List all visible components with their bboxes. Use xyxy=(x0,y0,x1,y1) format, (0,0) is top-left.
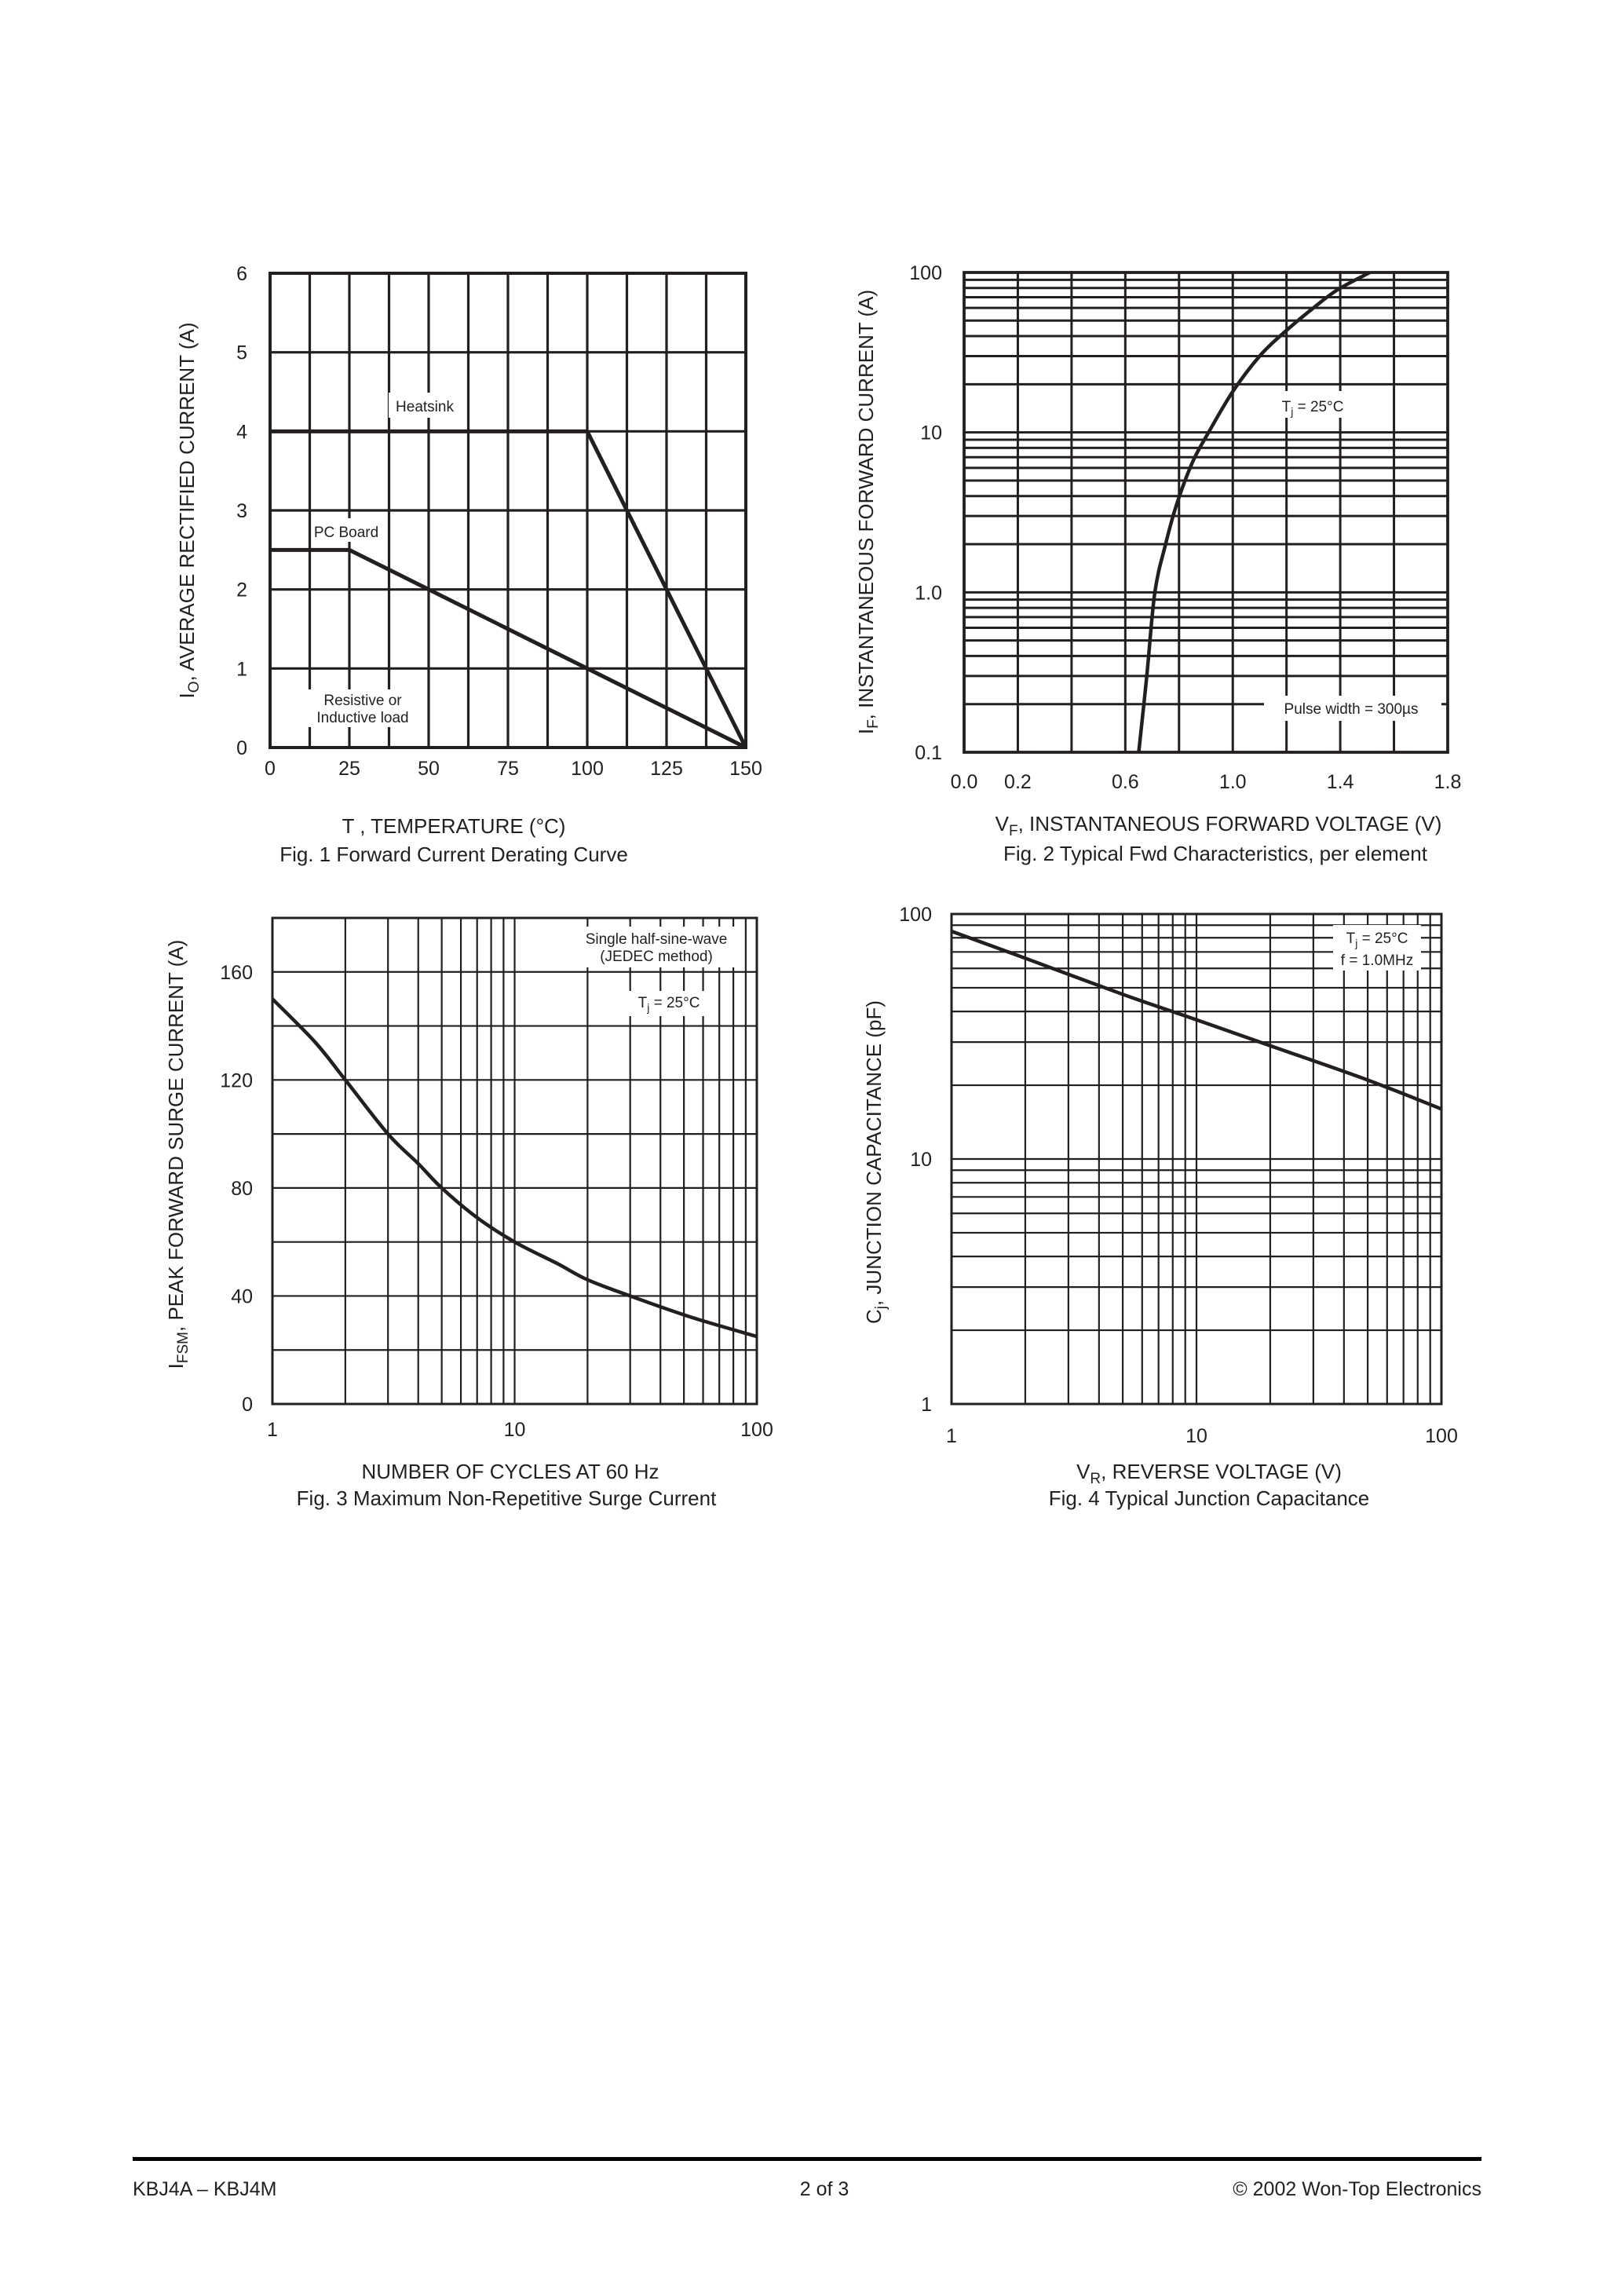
annotation-background xyxy=(389,393,461,418)
x-tick-label: 100 xyxy=(740,1419,773,1441)
y-tick-label: 6 xyxy=(236,263,247,285)
plot-frame xyxy=(271,916,758,1406)
y-tick-label: 120 xyxy=(220,1069,253,1091)
figure-caption: Fig. 4 Typical Junction Capacitance xyxy=(1049,1486,1370,1510)
plot-frame xyxy=(950,912,1443,1406)
annotation-tj: Tj = 25°C xyxy=(1282,399,1344,418)
footer-part-range: KBJ4A – KBJ4M xyxy=(133,2178,276,2200)
annotation-pulse-width: Pulse width = 300µs xyxy=(1284,701,1419,718)
annotation-background xyxy=(1333,925,1421,971)
y-axis-title: Cj, JUNCTION CAPACITANCE (pF) xyxy=(862,1000,890,1324)
y-tick-label: 0 xyxy=(242,1394,253,1416)
annotation-frequency: f = 1.0MHz xyxy=(1341,952,1413,969)
footer-copyright: © 2002 Won-Top Electronics xyxy=(1233,2178,1481,2200)
y-tick-label: 5 xyxy=(236,342,247,364)
y-axis-title: IO, AVERAGE RECTIFIED CURRENT (A) xyxy=(175,323,203,699)
y-tick-label: 80 xyxy=(231,1178,253,1200)
footer-rule xyxy=(133,2157,1481,2161)
x-axis-title: T , TEMPERATURE (°C) xyxy=(342,814,566,838)
annotation-tj: Tj = 25°C xyxy=(638,995,700,1014)
x-tick-label: 150 xyxy=(729,758,762,780)
x-tick-label: 10 xyxy=(1185,1425,1207,1447)
x-tick-label: 1.8 xyxy=(1434,771,1462,793)
y-tick-label: 10 xyxy=(920,422,942,444)
series-curve-1 xyxy=(270,429,748,749)
y-tick-label: 10 xyxy=(910,1149,932,1171)
x-tick-label: 0.0 xyxy=(951,771,978,793)
figure-caption: Fig. 2 Typical Fwd Characteristics, per … xyxy=(1003,842,1428,865)
annotation-background xyxy=(575,927,740,967)
x-tick-label: 0.2 xyxy=(1004,771,1032,793)
y-tick-label: 40 xyxy=(231,1285,253,1307)
annotation-heatsink: Heatsink xyxy=(396,399,454,415)
annotation-load-line1: Resistive or xyxy=(323,693,402,709)
y-tick-label: 0.1 xyxy=(915,742,942,764)
y-axis-title: IF, INSTANTANEOUS FORWARD CURRENT (A) xyxy=(854,290,882,734)
y-tick-label: 100 xyxy=(899,904,932,926)
annotation-background xyxy=(622,991,714,1016)
figure-1-derating-curve: 0 25 50 75 100 125 150 0 1 2 3 4 5 6 Heatsink PC Boar… xyxy=(175,263,762,866)
series-curve-2 xyxy=(270,547,747,750)
annotation-tj: Tj = 25°C xyxy=(1346,930,1408,949)
x-tick-label: 1 xyxy=(267,1419,278,1441)
annotation-waveform-line1: Single half-sine-wave xyxy=(586,931,728,948)
annotation-waveform-line2: (JEDEC method) xyxy=(600,949,713,965)
figure-4-junction-capacitance: 1 10 100 1 10 100 Tj = 25°C f = 1.0MHz VR, RE… xyxy=(862,904,1458,1510)
x-tick-label: 100 xyxy=(1425,1425,1458,1447)
y-tick-label: 4 xyxy=(236,421,247,443)
x-tick-label: 100 xyxy=(571,758,604,780)
x-tick-label: 125 xyxy=(650,758,683,780)
x-axis-title: VF, INSTANTANEOUS FORWARD VOLTAGE (V) xyxy=(995,812,1442,839)
annotation-background xyxy=(306,689,421,727)
figure-caption: Fig. 3 Maximum Non-Repetitive Surge Curr… xyxy=(297,1486,717,1510)
annotation-background xyxy=(314,518,380,542)
y-tick-label: 3 xyxy=(236,500,247,522)
x-tick-label: 1.4 xyxy=(1327,771,1354,793)
series-curve-1 xyxy=(951,929,1442,1111)
y-tick-label: 100 xyxy=(909,262,942,284)
y-axis-title: IFSM, PEAK FORWARD SURGE CURRENT (A) xyxy=(164,940,192,1369)
series-curve-1 xyxy=(1137,271,1371,753)
y-tick-label: 1 xyxy=(236,658,247,680)
y-tick-label: 0 xyxy=(236,737,247,759)
plot-frame xyxy=(963,271,1449,754)
y-tick-label: 2 xyxy=(236,579,247,601)
y-tick-label: 160 xyxy=(220,962,253,984)
plot-frame xyxy=(269,272,747,749)
x-tick-label: 50 xyxy=(418,758,440,780)
x-tick-label: 0.6 xyxy=(1112,771,1139,793)
x-tick-label: 0 xyxy=(265,758,276,780)
x-tick-label: 25 xyxy=(338,758,360,780)
x-tick-label: 75 xyxy=(497,758,519,780)
footer-page-number: 2 of 3 xyxy=(800,2178,849,2200)
y-tick-label: 1 xyxy=(921,1394,932,1416)
x-tick-label: 10 xyxy=(504,1419,526,1441)
annotation-background xyxy=(1264,696,1441,721)
x-tick-label: 1 xyxy=(946,1425,957,1447)
y-tick-label: 1.0 xyxy=(915,582,942,604)
x-axis-title: VR, REVERSE VOLTAGE (V) xyxy=(1076,1460,1342,1487)
annotation-background xyxy=(1266,391,1360,418)
x-axis-title: NUMBER OF CYCLES AT 60 Hz xyxy=(361,1460,659,1483)
annotation-pc-board: PC Board xyxy=(314,525,378,541)
figure-caption: Fig. 1 Forward Current Derating Curve xyxy=(279,843,628,866)
series-curve-1 xyxy=(271,997,758,1339)
x-tick-label: 1.0 xyxy=(1219,771,1247,793)
annotation-load-line2: Inductive load xyxy=(316,710,408,726)
